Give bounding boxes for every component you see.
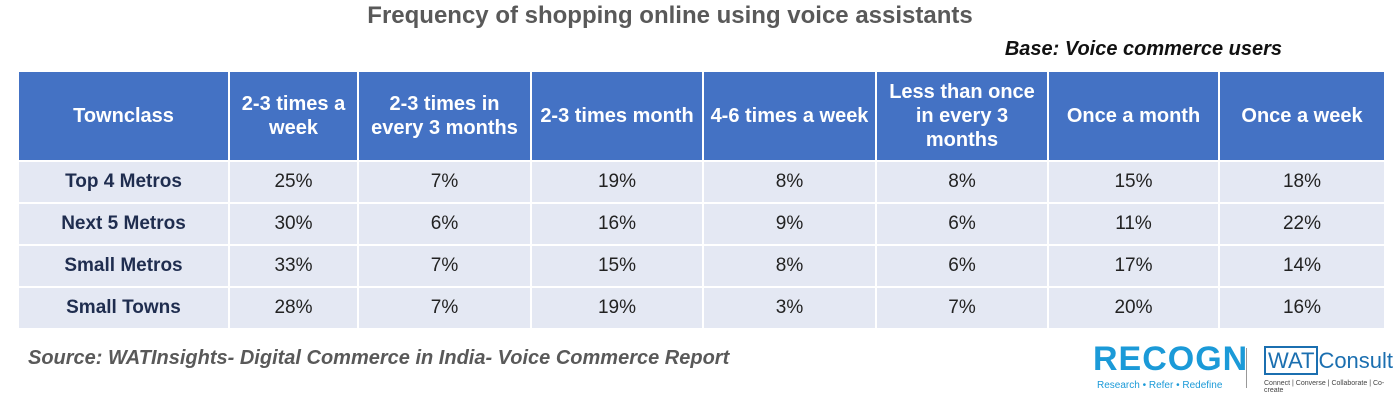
row-label: Small Metros: [17, 244, 230, 288]
table-body: Top 4 Metros 25% 7% 19% 8% 8% 15% 18% Next 5 Met…: [17, 160, 1386, 330]
cell: 11%: [1047, 202, 1220, 246]
cell: 15%: [1047, 160, 1220, 204]
row-label: Top 4 Metros: [17, 160, 230, 204]
table-row: Small Metros 33% 7% 15% 8% 6% 17% 14%: [17, 244, 1386, 288]
cell: 8%: [702, 244, 877, 288]
cell: 8%: [875, 160, 1049, 204]
cell: 19%: [530, 286, 704, 330]
cell: 6%: [875, 202, 1049, 246]
header-cell: Once a week: [1218, 70, 1386, 162]
header-cell: 2-3 times month: [530, 70, 704, 162]
row-label: Next 5 Metros: [17, 202, 230, 246]
recogn-logo: RECOGN: [1093, 340, 1249, 378]
cell: 28%: [228, 286, 359, 330]
cell: 6%: [875, 244, 1049, 288]
header-row: Townclass 2-3 times a week 2-3 times in ev…: [17, 70, 1386, 162]
logo-divider: [1246, 348, 1247, 388]
cell: 19%: [530, 160, 704, 204]
cell: 16%: [530, 202, 704, 246]
cell: 7%: [357, 244, 532, 288]
wat-name: Consult: [1318, 348, 1394, 373]
header-cell: 2-3 times a week: [228, 70, 359, 162]
cell: 8%: [702, 160, 877, 204]
cell: 3%: [702, 286, 877, 330]
base-note: Base: Voice commerce users: [1004, 38, 1282, 60]
wat-tagline: Connect | Converse | Collaborate | Co-cr…: [1264, 380, 1385, 394]
row-label: Small Towns: [17, 286, 230, 330]
table-row: Next 5 Metros 30% 6% 16% 9% 6% 11% 22%: [17, 202, 1386, 246]
cell: 7%: [357, 286, 532, 330]
header-cell: Less than once in every 3 months: [875, 70, 1049, 162]
cell: 7%: [357, 160, 532, 204]
source: Source: WATInsights- Digital Commerce in…: [28, 347, 730, 369]
header-cell: Townclass: [17, 70, 230, 162]
cell: 16%: [1218, 286, 1386, 330]
header-cell: 2-3 times in every 3 months: [357, 70, 532, 162]
table-row: Top 4 Metros 25% 7% 19% 8% 8% 15% 18%: [17, 160, 1386, 204]
cell: 9%: [702, 202, 877, 246]
header-cell: 4-6 times a week: [702, 70, 877, 162]
cell: 22%: [1218, 202, 1386, 246]
wat-logo: WAT Consult: [1264, 346, 1394, 375]
cell: 7%: [875, 286, 1049, 330]
data-table: Townclass 2-3 times a week 2-3 times in ev…: [17, 70, 1386, 330]
cell: 25%: [228, 160, 359, 204]
cell: 15%: [530, 244, 704, 288]
table-row: Small Towns 28% 7% 19% 3% 7% 20% 16%: [17, 286, 1386, 330]
cell: 6%: [357, 202, 532, 246]
wat-box: WAT: [1264, 346, 1319, 375]
cell: 17%: [1047, 244, 1220, 288]
recogn-tagline: Research • Refer • Redefine: [1097, 380, 1223, 391]
cell: 33%: [228, 244, 359, 288]
cell: 20%: [1047, 286, 1220, 330]
cell: 14%: [1218, 244, 1386, 288]
cell: 30%: [228, 202, 359, 246]
cell: 18%: [1218, 160, 1386, 204]
title: Frequency of shopping online using voice…: [367, 2, 973, 29]
header-cell: Once a month: [1047, 70, 1220, 162]
